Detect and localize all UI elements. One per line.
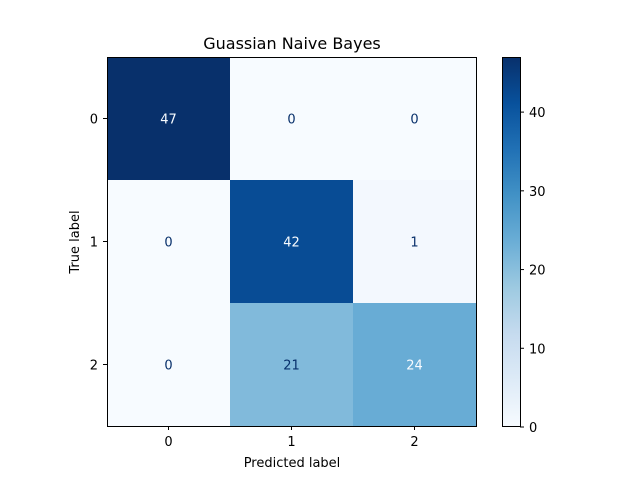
- heatmap-cell: [353, 303, 477, 427]
- x-axis-ticks: 0 1 2: [164, 426, 419, 450]
- heatmap-cell: [230, 57, 354, 181]
- y-axis-ticks: 0 1 2: [90, 113, 107, 374]
- heatmap-cell: [107, 303, 231, 427]
- colorbar-tick-label: 40: [529, 106, 546, 121]
- y-axis-label: True label: [68, 210, 83, 274]
- x-axis-label: Predicted label: [244, 456, 341, 471]
- heatmap-cell: [107, 57, 231, 181]
- cell-value-label: 1: [410, 236, 418, 251]
- x-tick-label: 0: [164, 435, 172, 450]
- colorbar-tick-label: 10: [529, 342, 546, 357]
- cell-value-labels: 47 0 0 0 42 1 0 21 24: [160, 113, 423, 374]
- heatmap-cell: [353, 57, 477, 181]
- cell-value-label: 42: [283, 236, 300, 251]
- x-tick-label: 2: [410, 435, 418, 450]
- colorbar-tick-label: 20: [529, 264, 546, 279]
- colorbar-ticks: 0 10 20 30 40: [520, 106, 546, 436]
- cell-value-label: 0: [164, 359, 172, 374]
- y-tick-label: 0: [90, 113, 98, 128]
- heatmap-cells: [107, 57, 477, 427]
- y-tick-label: 1: [90, 236, 98, 251]
- colorbar-frame: [502, 57, 521, 427]
- cell-value-label: 0: [164, 236, 172, 251]
- cell-value-label: 21: [283, 359, 300, 374]
- heatmap-cell: [230, 303, 354, 427]
- x-tick-label: 1: [287, 435, 295, 450]
- cell-value-label: 24: [406, 359, 423, 374]
- cell-value-label: 47: [160, 113, 177, 128]
- heatmap-cell: [230, 180, 354, 304]
- colorbar: [502, 57, 520, 427]
- cell-value-label: 0: [287, 113, 295, 128]
- colorbar-tick-label: 30: [529, 185, 546, 200]
- colorbar-tick-label: 0: [529, 421, 537, 436]
- heatmap-cell: [107, 180, 231, 304]
- heatmap-cell: [353, 180, 477, 304]
- cell-value-label: 0: [410, 113, 418, 128]
- y-tick-label: 2: [90, 359, 98, 374]
- chart-title: Guassian Naive Bayes: [203, 34, 381, 53]
